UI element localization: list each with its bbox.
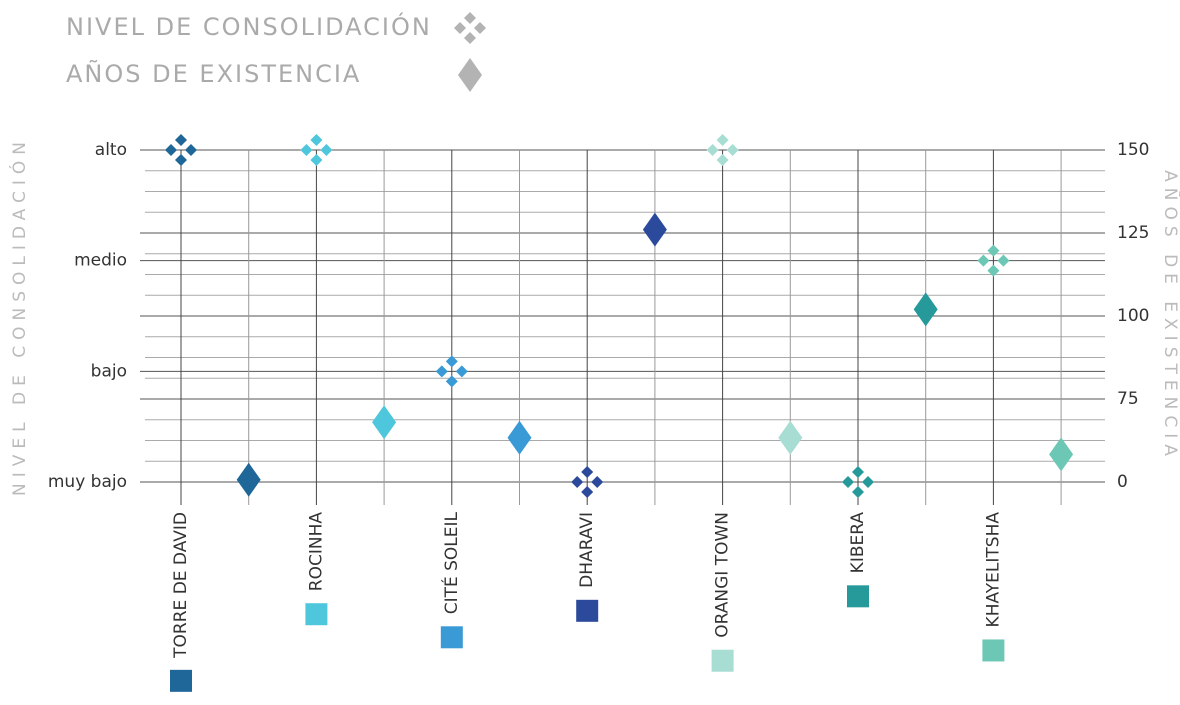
diamond-part (474, 22, 486, 34)
diamond-part (581, 466, 594, 478)
diamond-part (464, 32, 476, 44)
diamond-part (716, 134, 729, 146)
category-swatch (711, 649, 734, 672)
category-swatch (440, 626, 463, 649)
y2-tick-label: 150 (1117, 140, 1149, 160)
diamond-part (716, 154, 729, 166)
category-swatch (982, 639, 1005, 662)
x-tick-label: KIBERA (848, 512, 868, 574)
x-tick-label: DHARAVI (577, 512, 597, 588)
category-swatch (305, 603, 328, 626)
years-marker (642, 212, 667, 247)
diamond-part (175, 154, 187, 166)
diamond-part (185, 144, 197, 156)
x-tick-label: ORANGI TOWN (713, 512, 733, 638)
y2-tick-label: 75 (1117, 389, 1139, 409)
y-tick-label: muy bajo (48, 472, 127, 492)
legend-icon (454, 12, 486, 44)
diamond-part (726, 144, 739, 156)
consolidation-marker (706, 134, 739, 166)
diamond-part (455, 365, 468, 378)
consolidation-marker (571, 466, 604, 498)
diamond-part (571, 476, 584, 488)
diamond-part (842, 476, 854, 488)
x-tick-label: TORRE DE DAVID (171, 512, 191, 659)
x-tick-label: CITÉ SOLEIL (440, 511, 462, 614)
diamond-part (175, 134, 187, 146)
x-tick-label: KHAYELITSHA (983, 512, 1003, 628)
legend-label: AÑOS DE EXISTENCIA (66, 58, 361, 88)
y-tick-label: bajo (91, 361, 127, 381)
category-swatch (847, 585, 869, 608)
diamond-part (454, 22, 466, 34)
diamond-part (581, 486, 594, 498)
diamond-part (464, 12, 476, 24)
diamond-part (300, 144, 313, 156)
y2-axis-title: AÑOS DE EXISTENCIA (1160, 170, 1180, 462)
y-tick-label: alto (95, 140, 127, 160)
y2-tick-label: 100 (1117, 306, 1149, 326)
consolidation-marker (977, 244, 1010, 277)
x-tick-label: ROCINHA (306, 512, 326, 592)
diamond-part (987, 264, 1000, 277)
category-swatch (576, 599, 599, 622)
diamond-part (987, 244, 1000, 257)
legend-icon (458, 58, 482, 92)
years-marker (1049, 437, 1074, 472)
diamond-part (165, 144, 177, 156)
category-swatch (170, 669, 192, 692)
diamond-part (977, 254, 990, 267)
diamond-part (997, 254, 1010, 267)
consolidation-marker (165, 134, 197, 166)
years-marker (507, 420, 532, 455)
consolidation-marker (435, 355, 468, 388)
consolidation-marker (300, 134, 333, 166)
diamond-part (320, 144, 333, 156)
diamond-part (852, 486, 864, 498)
y2-tick-label: 0 (1117, 472, 1128, 492)
diamond-part (310, 134, 323, 146)
years-marker (236, 462, 261, 497)
diamond-part (862, 476, 874, 488)
years-marker (913, 292, 938, 327)
y-axis-title: NIVEL DE CONSOLIDACIÓN (8, 136, 30, 496)
diamond-part (852, 466, 864, 478)
diamond-part (706, 144, 719, 156)
consolidation-marker (842, 466, 874, 498)
legend-label: NIVEL DE CONSOLIDACIÓN (66, 11, 432, 41)
diamond-part (591, 476, 604, 488)
y2-tick-label: 125 (1117, 223, 1149, 243)
diamond-part (445, 375, 458, 388)
y-tick-label: medio (74, 251, 127, 271)
diamond-part (445, 355, 458, 368)
years-marker (372, 405, 397, 440)
years-marker (778, 420, 803, 455)
diamond-part (310, 154, 323, 166)
diamond-part (435, 365, 448, 378)
